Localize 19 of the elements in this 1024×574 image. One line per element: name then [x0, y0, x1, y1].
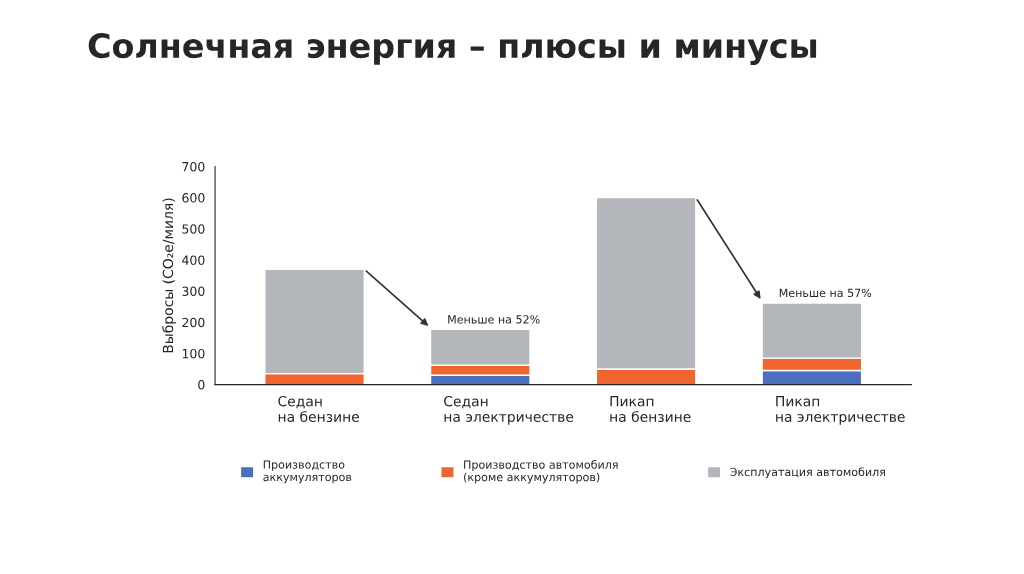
y-tick-label: 500: [182, 224, 205, 234]
annotation: Меньше на 57%: [779, 288, 872, 298]
legend-label: Эксплуатация автомобиля: [730, 467, 885, 479]
chart-title: Солнечная энергия – плюсы и минусы: [88, 32, 817, 65]
legend-label: Производство автомобиля (кроме аккумуляторов): [463, 460, 618, 484]
y-axis-title: Выбросы (CO₂e/миля): [162, 198, 176, 353]
y-tick-label: 200: [182, 317, 205, 328]
y-tick-label: 400: [182, 255, 205, 265]
y-tick-label: 100: [182, 348, 205, 359]
annotation: Меньше на 52%: [448, 315, 540, 324]
y-tick-label: 300: [182, 286, 205, 297]
x-tick-label: Пикап на бензине: [610, 396, 691, 422]
legend-label: Производство аккумуляторов: [263, 460, 352, 484]
x-tick-label: Седан на бензине: [278, 395, 360, 422]
y-tick-label: 600: [182, 193, 205, 203]
y-tick-label: 700: [182, 161, 205, 172]
x-tick-label: Седан на электричестве: [444, 395, 574, 425]
y-tick-label: 0: [198, 380, 205, 390]
x-tick-label: Пикап на электричестве: [776, 396, 905, 425]
